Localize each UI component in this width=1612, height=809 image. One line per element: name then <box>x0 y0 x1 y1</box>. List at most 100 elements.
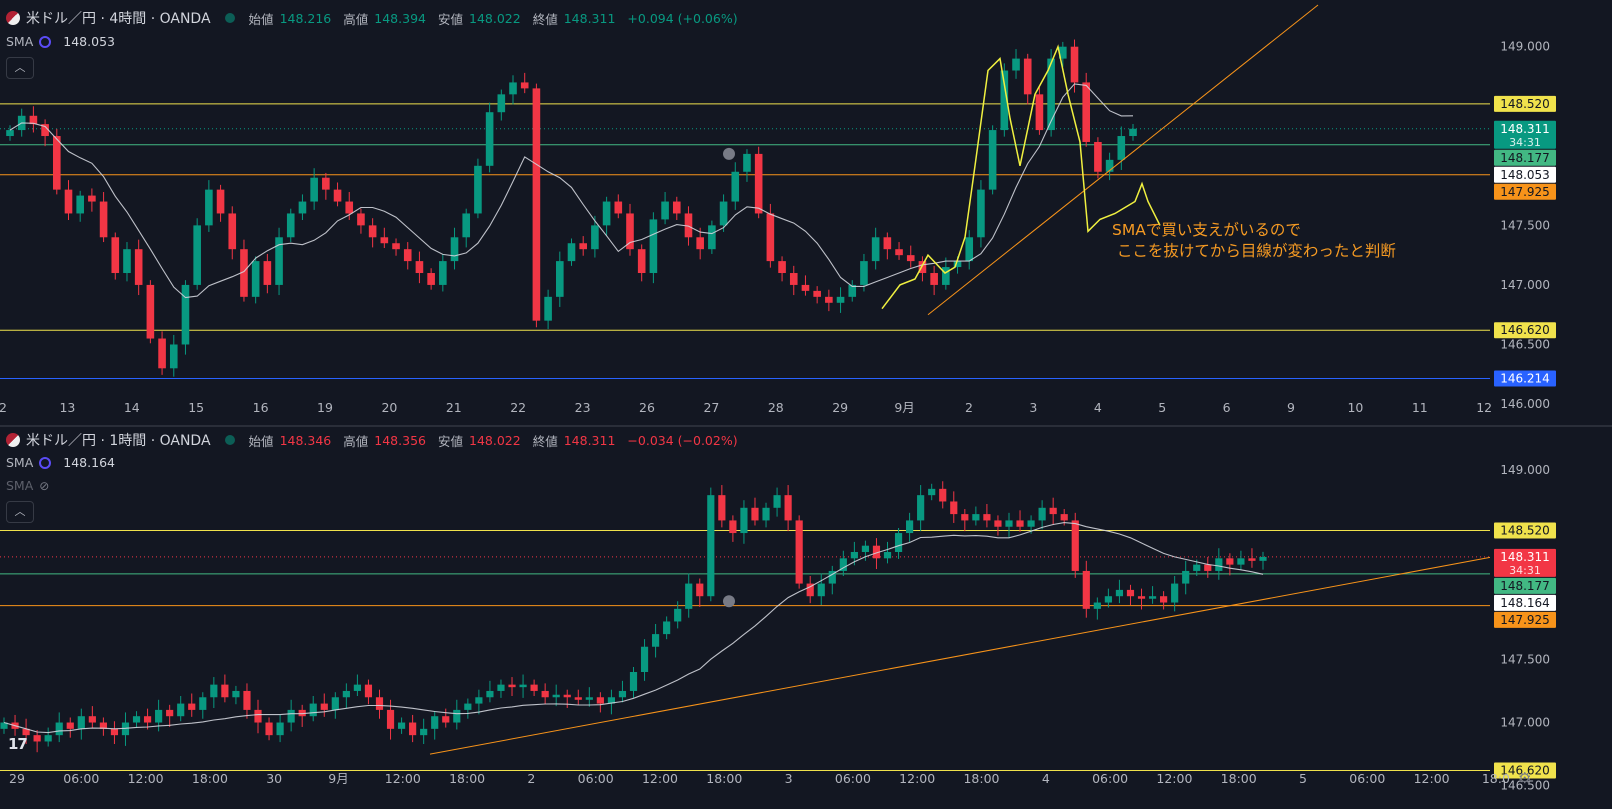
candle-down <box>930 273 938 285</box>
y-tick-label: 147.500 <box>1500 652 1550 666</box>
candle-up <box>585 697 593 700</box>
candle-up <box>1129 128 1137 137</box>
chart-pane-1h[interactable]: 149.000 147.500 147.000 146.500 148.520 148.3… <box>0 427 1612 809</box>
candle-down <box>766 213 775 262</box>
x-tick-label: 29 <box>9 771 25 786</box>
chart-pane-4h[interactable]: 149.000 147.500 147.000 146.500 146.000 148.5… <box>0 0 1612 425</box>
candle-down <box>579 243 587 250</box>
candle-down <box>626 213 634 250</box>
candle-up <box>1115 589 1124 597</box>
sma2-label: SMA <box>6 478 34 493</box>
candle-up <box>0 722 8 729</box>
candle-down <box>1023 58 1032 95</box>
candle-down <box>1137 596 1146 599</box>
candle-down <box>88 195 96 202</box>
x-tick-label: 16 <box>253 400 269 415</box>
candle-up <box>439 261 447 285</box>
candle-down <box>1035 94 1044 131</box>
sma-indicator-legend[interactable]: SMA 148.164 <box>6 455 115 470</box>
high-value: 148.394 <box>374 10 426 26</box>
x-tick-label: 23 <box>575 400 591 415</box>
tradingview-logo[interactable]: 17 <box>8 735 28 753</box>
x-tick-label: 12:00 <box>642 771 678 786</box>
candle-down <box>906 255 915 262</box>
candle-down <box>221 684 229 698</box>
candle-up <box>6 130 14 137</box>
candle-down <box>386 709 395 729</box>
candle-up <box>55 722 63 736</box>
candle-down <box>188 703 196 710</box>
price-label <box>1494 370 1556 387</box>
candle-up <box>44 735 52 742</box>
x-tick-label: 12:00 <box>899 771 935 786</box>
trend-line <box>927 4 1319 316</box>
price-label-text: 148.053 <box>1500 168 1550 182</box>
price-label <box>1494 322 1556 339</box>
candle-up <box>453 709 461 723</box>
symbol-legend[interactable]: 米ドル／円 · 4時間 · OANDA 始値 148.216 高値 148.394 … <box>6 8 744 28</box>
candle-up <box>953 261 962 268</box>
sma-hidden-legend[interactable]: SMA ⊘ <box>6 478 49 493</box>
candle-down <box>263 261 272 285</box>
x-tick-label: 6 <box>1223 400 1231 415</box>
sma-indicator-legend[interactable]: SMA 148.053 <box>6 34 115 49</box>
pane-separator[interactable] <box>0 425 1612 427</box>
candle-down <box>320 703 328 710</box>
chevron-up-icon: ︿ <box>14 505 26 518</box>
candle-up <box>397 722 406 729</box>
candle-up <box>123 249 131 274</box>
price-label-text: 148.520 <box>1500 97 1550 111</box>
candle-down <box>806 583 814 597</box>
candle-down <box>442 716 450 723</box>
candle-down <box>357 213 365 226</box>
candle-down <box>415 261 424 274</box>
x-tick-label: 2 <box>527 771 535 786</box>
candle-up <box>132 716 141 723</box>
sma-source-icon <box>39 35 52 48</box>
open-label: 始値 <box>248 11 274 27</box>
candle-down <box>322 177 330 190</box>
candle-down <box>778 261 786 274</box>
candle-down <box>520 82 529 89</box>
candle-up <box>286 213 295 238</box>
candle-down <box>508 684 516 688</box>
alert-clock-icon <box>723 595 735 608</box>
x-tick-label: 4 <box>1094 400 1102 415</box>
candle-down <box>672 201 681 214</box>
chart-annotation-text[interactable]: SMAで買い支えがいるので ここを抜けてから目線が変わったと判断 <box>1112 221 1396 260</box>
x-tick-label: 5 <box>1299 771 1307 786</box>
candle-up <box>155 709 163 723</box>
symbol-title[interactable]: 米ドル／円 · 1時間 · OANDA <box>26 433 211 449</box>
candlestick-chart-4h[interactable]: 149.000 147.500 147.000 146.500 146.000 148.5… <box>0 0 1612 425</box>
gear-icon[interactable]: ⚙ <box>1518 769 1532 787</box>
candle-up <box>871 237 880 262</box>
collapse-legend-button[interactable]: ︿ <box>6 57 34 79</box>
high-label: 高値 <box>343 11 369 27</box>
eye-hidden-icon[interactable]: ⊘ <box>39 478 50 493</box>
candle-down <box>983 514 991 521</box>
collapse-legend-button[interactable]: ︿ <box>6 501 34 523</box>
x-tick-label: 06:00 <box>578 771 614 786</box>
x-tick-label: 14 <box>124 400 140 415</box>
candle-down <box>918 261 927 274</box>
symbol-legend[interactable]: 米ドル／円 · 1時間 · OANDA 始値 148.346 高値 148.356 … <box>6 430 744 450</box>
candle-up <box>917 495 925 521</box>
price-label-text: 146.620 <box>1500 764 1550 778</box>
low-label: 安値 <box>437 433 463 449</box>
candle-up <box>861 545 870 552</box>
candle-up <box>177 703 185 717</box>
candle-down <box>784 495 792 521</box>
candle-up <box>1182 570 1190 584</box>
x-tick-label: 18:00 <box>706 771 742 786</box>
candle-down <box>216 189 225 214</box>
candle-up <box>567 243 576 262</box>
candlestick-chart-1h[interactable]: 149.000 147.500 147.000 146.500 148.520 148.3… <box>0 427 1612 809</box>
candle-up <box>977 189 985 238</box>
x-tick-label: 06:00 <box>1092 771 1128 786</box>
candle-down <box>146 284 155 339</box>
change-value: −0.034 (−0.02%) <box>627 432 738 448</box>
candle-up <box>275 237 283 285</box>
symbol-title[interactable]: 米ドル／円 · 4時間 · OANDA <box>26 11 211 27</box>
open-value: 148.216 <box>279 10 332 26</box>
candle-up <box>1259 556 1267 561</box>
